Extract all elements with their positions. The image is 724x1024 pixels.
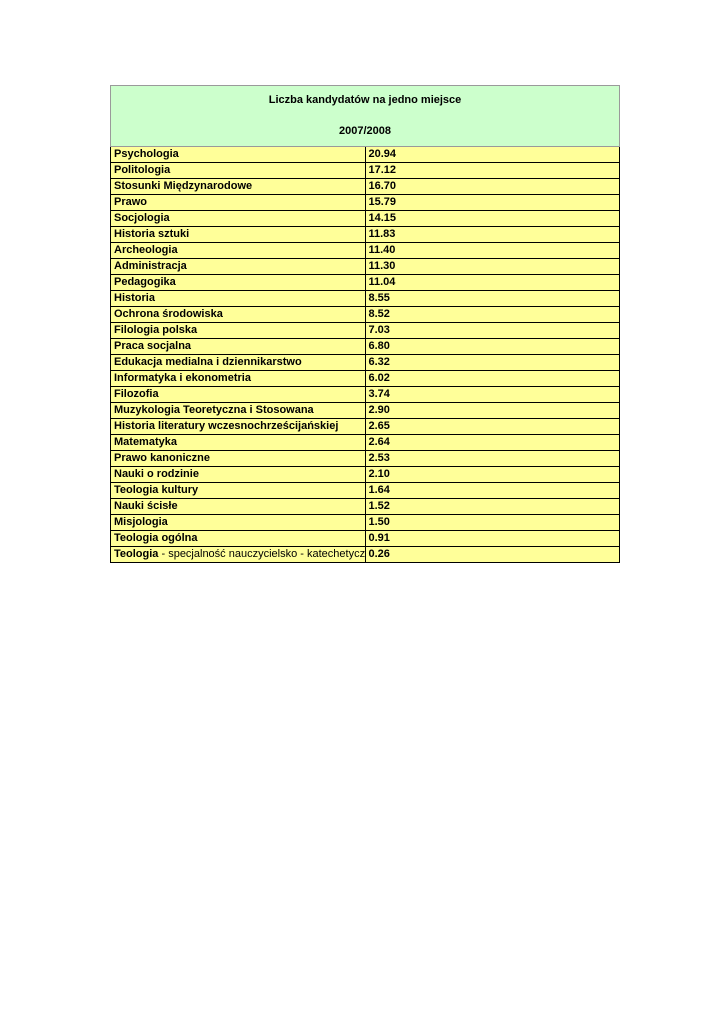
table-cell-candidates-value: 11.30: [364, 258, 620, 275]
table-cell-candidates-value: 6.02: [364, 370, 620, 387]
table-cell-candidates-value: 1.50: [364, 514, 620, 531]
table-cell-candidates-value: 2.53: [364, 450, 620, 467]
table-cell-program-name: Teologia kultury: [110, 482, 366, 499]
table-row: Matematyka 2.64: [110, 434, 620, 451]
table-cell-program-name: Stosunki Międzynarodowe: [110, 178, 366, 195]
table-cell-program-name: Edukacja medialna i dziennikarstwo: [110, 354, 366, 371]
table-row: Nauki ścisłe 1.52: [110, 498, 620, 515]
table-cell-candidates-value: 8.55: [364, 290, 620, 307]
table-cell-candidates-value: 8.52: [364, 306, 620, 323]
table-cell-program-name: Archeologia: [110, 242, 366, 259]
table-row: Misjologia 1.50: [110, 514, 620, 531]
table-cell-candidates-value: 2.64: [364, 434, 620, 451]
table-cell-candidates-value: 14.15: [364, 210, 620, 227]
table-cell-program-name: Historia literatury wczesnochrześcijańsk…: [110, 418, 366, 435]
table-row: Politologia 17.12: [110, 162, 620, 179]
table-cell-candidates-value: 11.40: [364, 242, 620, 259]
table-cell-program-name: Misjologia: [110, 514, 366, 531]
table-cell-program-name: Socjologia: [110, 210, 366, 227]
table-title: Liczba kandydatów na jedno miejsce: [268, 94, 462, 106]
table-row: Historia sztuki 11.83: [110, 226, 620, 243]
table-cell-program-name: Filologia polska: [110, 322, 366, 339]
table-cell-candidates-value: 0.91: [364, 530, 620, 547]
table-cell-candidates-value: 15.79: [364, 194, 620, 211]
table-cell-program-name: Historia sztuki: [110, 226, 366, 243]
table-row: Teologia kultury 1.64: [110, 482, 620, 499]
table-cell-candidates-value: 17.12: [364, 162, 620, 179]
table-cell-candidates-value: 6.80: [364, 338, 620, 355]
table-cell-program-name: Administracja: [110, 258, 366, 275]
table-cell-candidates-value: 2.65: [364, 418, 620, 435]
table-cell-program-name: Matematyka: [110, 434, 366, 451]
table-cell-candidates-value: 0.26: [364, 546, 620, 563]
table-cell-program-name: Psychologia: [110, 146, 366, 163]
table-row: Historia literatury wczesnochrześcijańsk…: [110, 418, 620, 435]
candidates-per-place-table: Liczba kandydatów na jedno miejsce 2007/…: [110, 85, 620, 563]
table-cell-candidates-value: 3.74: [364, 386, 620, 403]
table-row: Prawo 15.79: [110, 194, 620, 211]
table-header-inner: Liczba kandydatów na jedno miejsce 2007/…: [111, 86, 619, 139]
table-cell-program-name: Prawo kanoniczne: [110, 450, 366, 467]
table-body: Liczba kandydatów na jedno miejsce 2007/…: [110, 85, 620, 563]
table-cell-candidates-value: 2.90: [364, 402, 620, 419]
table-cell-program-name: Ochrona środowiska: [110, 306, 366, 323]
table-row: Teologia - specjalność nauczycielsko - k…: [110, 546, 620, 563]
table-cell-candidates-value: 1.52: [364, 498, 620, 515]
table-row: Archeologia 11.40: [110, 242, 620, 259]
table-cell-candidates-value: 20.94: [364, 146, 620, 163]
table-cell-program-name: Pedagogika: [110, 274, 366, 291]
table-cell-candidates-value: 2.10: [364, 466, 620, 483]
table-row: Socjologia 14.15: [110, 210, 620, 227]
table-cell-program-name: Muzykologia Teoretyczna i Stosowana: [110, 402, 366, 419]
table-row: Muzykologia Teoretyczna i Stosowana 2.90: [110, 402, 620, 419]
table-row: Filozofia 3.74: [110, 386, 620, 403]
table-row: Ochrona środowiska 8.52: [110, 306, 620, 323]
table-header-row: Liczba kandydatów na jedno miejsce 2007/…: [110, 85, 620, 147]
table-row: Praca socjalna 6.80: [110, 338, 620, 355]
table-cell-candidates-value: 7.03: [364, 322, 620, 339]
table-cell-program-name: Historia: [110, 290, 366, 307]
table-row: Psychologia 20.94: [110, 146, 620, 163]
table-cell-candidates-value: 1.64: [364, 482, 620, 499]
table-cell-program-name: Filozofia: [110, 386, 366, 403]
program-name-lead: Teologia: [114, 548, 159, 560]
table-row: Administracja 11.30: [110, 258, 620, 275]
table-row: Edukacja medialna i dziennikarstwo 6.32: [110, 354, 620, 371]
table-cell-program-name: Teologia - specjalność nauczycielsko - k…: [110, 546, 366, 563]
table-cell-program-name: Informatyka i ekonometria: [110, 370, 366, 387]
table-row: Pedagogika 11.04: [110, 274, 620, 291]
table-cell-candidates-value: 11.83: [364, 226, 620, 243]
table-subtitle-year: 2007/2008: [339, 124, 391, 137]
table-row: Informatyka i ekonometria 6.02: [110, 370, 620, 387]
program-name-rest: - specjalność nauczycielsko - katechetyc…: [158, 548, 365, 560]
table-cell-program-name: Nauki ścisłe: [110, 498, 366, 515]
table-row: Stosunki Międzynarodowe 16.70: [110, 178, 620, 195]
candidates-table-container: Liczba kandydatów na jedno miejsce 2007/…: [110, 85, 620, 563]
table-cell-program-name: Nauki o rodzinie: [110, 466, 366, 483]
table-cell-program-name: Teologia ogólna: [110, 530, 366, 547]
table-cell-candidates-value: 11.04: [364, 274, 620, 291]
table-cell-program-name: Praca socjalna: [110, 338, 366, 355]
table-header-cell: Liczba kandydatów na jedno miejsce 2007/…: [110, 85, 620, 147]
header-spacer: [111, 108, 619, 125]
table-cell-candidates-value: 16.70: [364, 178, 620, 195]
table-row: Historia 8.55: [110, 290, 620, 307]
table-cell-program-name: Prawo: [110, 194, 366, 211]
table-cell-program-name: Politologia: [110, 162, 366, 179]
table-row: Filologia polska 7.03: [110, 322, 620, 339]
table-row: Teologia ogólna 0.91: [110, 530, 620, 547]
table-cell-candidates-value: 6.32: [364, 354, 620, 371]
table-row: Prawo kanoniczne 2.53: [110, 450, 620, 467]
table-row: Nauki o rodzinie 2.10: [110, 466, 620, 483]
